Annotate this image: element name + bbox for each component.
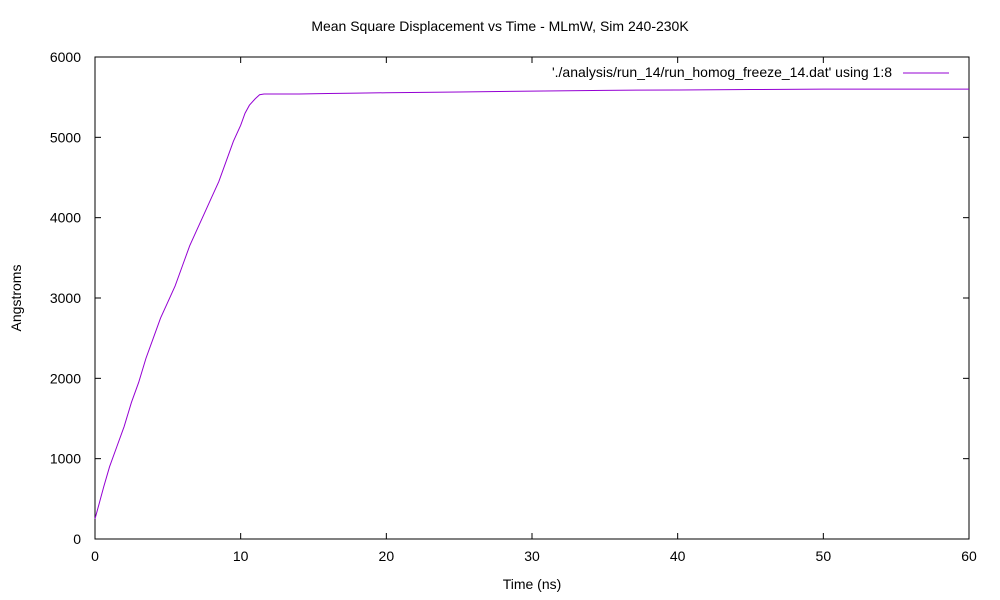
y-tick-label: 6000: [50, 49, 81, 65]
axis-tick-labels: 0 10 20 30 40 50 60 0 1000 2000 3000 4000 5000 6000: [50, 49, 977, 564]
x-tick-label: 50: [816, 548, 832, 564]
chart-title: Mean Square Displacement vs Time - MLmW,…: [311, 18, 689, 34]
y-tick-label: 0: [73, 531, 81, 547]
y-tick-label: 4000: [50, 210, 81, 226]
plot-frame: [94, 56, 970, 540]
x-tick-label: 0: [91, 548, 99, 564]
x-tick-label: 20: [379, 548, 395, 564]
legend-entry-label: './analysis/run_14/run_homog_freeze_14.d…: [551, 64, 892, 80]
y-tick-label: 2000: [50, 370, 81, 386]
x-tick-label: 60: [961, 548, 977, 564]
y-axis-label: Angstroms: [8, 264, 24, 332]
y-tick-label: 5000: [50, 129, 81, 145]
y-tick-label: 3000: [50, 290, 81, 306]
x-tick-label: 40: [670, 548, 686, 564]
x-tick-label: 30: [524, 548, 540, 564]
y-tick-label: 1000: [50, 451, 81, 467]
axis-ticks: [94, 56, 970, 540]
x-axis-label: Time (ns): [502, 576, 562, 592]
x-tick-label: 10: [233, 548, 249, 564]
series-line: [94, 88, 969, 520]
